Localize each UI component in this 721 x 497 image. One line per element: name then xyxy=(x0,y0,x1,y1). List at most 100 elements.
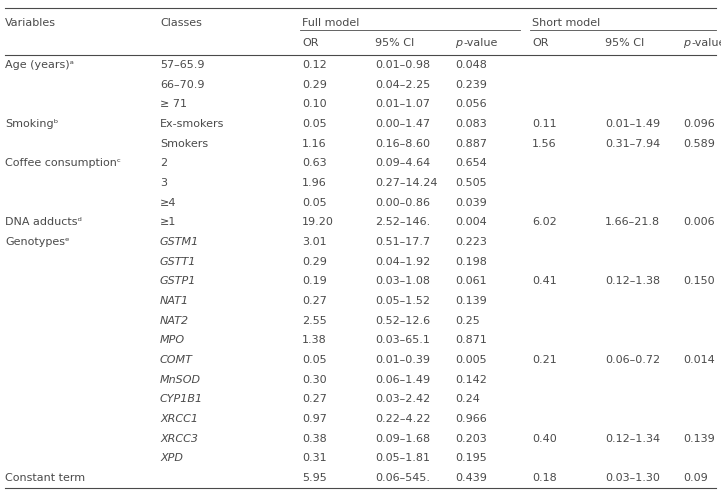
Text: 0.12–1.34: 0.12–1.34 xyxy=(605,434,660,444)
Text: 0.30: 0.30 xyxy=(302,375,327,385)
Text: 0.139: 0.139 xyxy=(683,434,715,444)
Text: 0.09: 0.09 xyxy=(683,473,708,483)
Text: 0.203: 0.203 xyxy=(455,434,487,444)
Text: 0.004: 0.004 xyxy=(455,217,487,227)
Text: 57–65.9: 57–65.9 xyxy=(160,60,205,70)
Text: 2: 2 xyxy=(160,158,167,168)
Text: 95% CI: 95% CI xyxy=(605,38,645,48)
Text: 0.11: 0.11 xyxy=(532,119,557,129)
Text: Smokingᵇ: Smokingᵇ xyxy=(5,119,58,129)
Text: Age (years)ᵃ: Age (years)ᵃ xyxy=(5,60,74,70)
Text: 0.589: 0.589 xyxy=(683,139,715,149)
Text: 0.01–1.07: 0.01–1.07 xyxy=(375,99,430,109)
Text: 0.12: 0.12 xyxy=(302,60,327,70)
Text: 0.22–4.22: 0.22–4.22 xyxy=(375,414,430,424)
Text: Variables: Variables xyxy=(5,18,56,28)
Text: 0.97: 0.97 xyxy=(302,414,327,424)
Text: 19.20: 19.20 xyxy=(302,217,334,227)
Text: 0.03–65.1: 0.03–65.1 xyxy=(375,335,430,345)
Text: 95% CI: 95% CI xyxy=(375,38,415,48)
Text: p: p xyxy=(455,38,462,48)
Text: 0.52–12.6: 0.52–12.6 xyxy=(375,316,430,326)
Text: 0.04–1.92: 0.04–1.92 xyxy=(375,256,430,267)
Text: 0.29: 0.29 xyxy=(302,80,327,89)
Text: 0.654: 0.654 xyxy=(455,158,487,168)
Text: 66–70.9: 66–70.9 xyxy=(160,80,205,89)
Text: 0.039: 0.039 xyxy=(455,198,487,208)
Text: 0.05: 0.05 xyxy=(302,198,327,208)
Text: 0.05: 0.05 xyxy=(302,355,327,365)
Text: NAT2: NAT2 xyxy=(160,316,189,326)
Text: 0.03–2.42: 0.03–2.42 xyxy=(375,395,430,405)
Text: GSTP1: GSTP1 xyxy=(160,276,196,286)
Text: COMT: COMT xyxy=(160,355,193,365)
Text: 0.01–1.49: 0.01–1.49 xyxy=(605,119,660,129)
Text: 0.10: 0.10 xyxy=(302,99,327,109)
Text: XPD: XPD xyxy=(160,453,183,464)
Text: ≥1: ≥1 xyxy=(160,217,177,227)
Text: -value: -value xyxy=(463,38,497,48)
Text: Genotypesᵉ: Genotypesᵉ xyxy=(5,237,70,247)
Text: 0.223: 0.223 xyxy=(455,237,487,247)
Text: 0.00–1.47: 0.00–1.47 xyxy=(375,119,430,129)
Text: 0.142: 0.142 xyxy=(455,375,487,385)
Text: 0.887: 0.887 xyxy=(455,139,487,149)
Text: 0.014: 0.014 xyxy=(683,355,715,365)
Text: 0.51–17.7: 0.51–17.7 xyxy=(375,237,430,247)
Text: 1.56: 1.56 xyxy=(532,139,557,149)
Text: 0.16–8.60: 0.16–8.60 xyxy=(375,139,430,149)
Text: 0.63: 0.63 xyxy=(302,158,327,168)
Text: 0.05–1.81: 0.05–1.81 xyxy=(375,453,430,464)
Text: 0.41: 0.41 xyxy=(532,276,557,286)
Text: GSTT1: GSTT1 xyxy=(160,256,196,267)
Text: 0.05: 0.05 xyxy=(302,119,327,129)
Text: 0.03–1.30: 0.03–1.30 xyxy=(605,473,660,483)
Text: OR: OR xyxy=(532,38,549,48)
Text: 0.38: 0.38 xyxy=(302,434,327,444)
Text: p: p xyxy=(683,38,690,48)
Text: Classes: Classes xyxy=(160,18,202,28)
Text: 0.29: 0.29 xyxy=(302,256,327,267)
Text: 2.55: 2.55 xyxy=(302,316,327,326)
Text: 6.02: 6.02 xyxy=(532,217,557,227)
Text: 0.871: 0.871 xyxy=(455,335,487,345)
Text: 0.006: 0.006 xyxy=(683,217,715,227)
Text: 0.439: 0.439 xyxy=(455,473,487,483)
Text: 0.31: 0.31 xyxy=(302,453,327,464)
Text: 0.09–1.68: 0.09–1.68 xyxy=(375,434,430,444)
Text: 0.04–2.25: 0.04–2.25 xyxy=(375,80,430,89)
Text: 0.056: 0.056 xyxy=(455,99,487,109)
Text: 0.03–1.08: 0.03–1.08 xyxy=(375,276,430,286)
Text: 2.52–146.: 2.52–146. xyxy=(375,217,430,227)
Text: Constant term: Constant term xyxy=(5,473,85,483)
Text: Coffee consumptionᶜ: Coffee consumptionᶜ xyxy=(5,158,121,168)
Text: 0.21: 0.21 xyxy=(532,355,557,365)
Text: 0.096: 0.096 xyxy=(683,119,715,129)
Text: 1.96: 1.96 xyxy=(302,178,327,188)
Text: XRCC3: XRCC3 xyxy=(160,434,198,444)
Text: 0.139: 0.139 xyxy=(455,296,487,306)
Text: 0.27: 0.27 xyxy=(302,296,327,306)
Text: OR: OR xyxy=(302,38,319,48)
Text: 5.95: 5.95 xyxy=(302,473,327,483)
Text: 0.27–14.24: 0.27–14.24 xyxy=(375,178,438,188)
Text: 1.66–21.8: 1.66–21.8 xyxy=(605,217,660,227)
Text: 0.966: 0.966 xyxy=(455,414,487,424)
Text: 0.06–0.72: 0.06–0.72 xyxy=(605,355,660,365)
Text: ≥ 71: ≥ 71 xyxy=(160,99,187,109)
Text: 0.150: 0.150 xyxy=(683,276,715,286)
Text: Smokers: Smokers xyxy=(160,139,208,149)
Text: ≥4: ≥4 xyxy=(160,198,177,208)
Text: -value: -value xyxy=(691,38,721,48)
Text: 3.01: 3.01 xyxy=(302,237,327,247)
Text: 0.27: 0.27 xyxy=(302,395,327,405)
Text: MPO: MPO xyxy=(160,335,185,345)
Text: 0.239: 0.239 xyxy=(455,80,487,89)
Text: 0.198: 0.198 xyxy=(455,256,487,267)
Text: 0.24: 0.24 xyxy=(455,395,480,405)
Text: XRCC1: XRCC1 xyxy=(160,414,198,424)
Text: 0.048: 0.048 xyxy=(455,60,487,70)
Text: Ex-smokers: Ex-smokers xyxy=(160,119,224,129)
Text: Short model: Short model xyxy=(532,18,601,28)
Text: 0.005: 0.005 xyxy=(455,355,487,365)
